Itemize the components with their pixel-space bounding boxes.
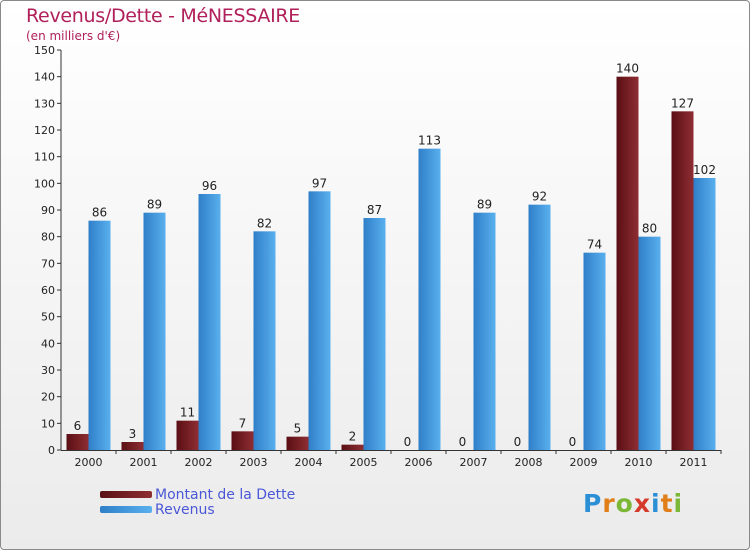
y-tick-label: 0 (48, 444, 55, 457)
bar-revenue (143, 212, 166, 450)
x-tick-label: 2001 (130, 456, 158, 469)
x-tick-label: 2010 (625, 456, 653, 469)
data-label-debt: 0 (404, 435, 412, 449)
legend: Montant de la Dette Revenus (100, 486, 296, 518)
bar-revenue (363, 218, 386, 450)
data-label-debt: 2 (349, 430, 357, 444)
x-tick-label: 2007 (460, 456, 488, 469)
legend-label-revenue: Revenus (155, 501, 215, 518)
y-tick-label: 100 (34, 177, 55, 190)
data-label-debt: 6 (74, 419, 82, 433)
data-label-revenue: 89 (147, 198, 162, 212)
bar-debt (121, 442, 144, 450)
x-tick-label: 2003 (240, 456, 268, 469)
logo-letter: t (660, 489, 674, 518)
bar-revenue (198, 194, 221, 450)
bar-debt (176, 420, 199, 450)
y-tick-label: 110 (34, 151, 55, 164)
data-label-debt: 0 (459, 435, 467, 449)
x-tick-label: 2006 (405, 456, 433, 469)
chart-title: Revenus/Dette - MéNESSAIRE (26, 5, 300, 27)
legend-swatch-debt (100, 491, 152, 498)
proxiti-logo: Proxiti (583, 489, 683, 518)
bar-revenue (418, 148, 441, 450)
data-label-revenue: 86 (92, 206, 107, 220)
x-tick-label: 2005 (350, 456, 378, 469)
y-tick-label: 40 (41, 337, 55, 350)
y-tick-label: 120 (34, 124, 55, 137)
data-label-revenue: 74 (587, 238, 602, 252)
data-label-debt: 3 (129, 427, 137, 441)
y-tick-label: 150 (34, 44, 55, 57)
data-label-revenue: 82 (257, 216, 272, 230)
logo-letter: P (583, 489, 603, 518)
data-label-revenue: 80 (642, 222, 657, 236)
y-tick-label: 80 (41, 231, 55, 244)
legend-item-revenue: Revenus (100, 501, 295, 518)
y-tick-label: 10 (41, 417, 55, 430)
x-tick-label: 2004 (295, 456, 323, 469)
data-label-debt: 5 (294, 422, 302, 436)
data-label-debt: 11 (180, 406, 195, 420)
bar-debt (231, 431, 254, 450)
data-label-revenue: 96 (202, 179, 217, 193)
y-tick-label: 60 (41, 284, 55, 297)
y-tick-label: 130 (34, 97, 55, 110)
bar-revenue (308, 191, 331, 451)
bar-debt (66, 434, 89, 450)
y-tick-label: 50 (41, 311, 55, 324)
logo-letter: o (615, 489, 634, 518)
data-label-debt: 7 (239, 416, 247, 430)
data-label-debt: 0 (569, 435, 577, 449)
x-tick-label: 2011 (680, 456, 708, 469)
chart-subtitle: (en milliers d'€) (26, 29, 121, 43)
x-tick-label: 2002 (185, 456, 213, 469)
bar-debt (341, 444, 364, 450)
bar-revenue (583, 252, 606, 450)
logo-letter: i (651, 489, 661, 518)
logo-letter: x (633, 489, 651, 518)
bar-revenue (473, 212, 496, 450)
y-tick-label: 70 (41, 257, 55, 270)
bar-debt (671, 111, 694, 450)
y-tick-label: 20 (41, 391, 55, 404)
data-label-revenue: 87 (367, 203, 382, 217)
x-tick-label: 2000 (75, 456, 103, 469)
bar-revenue (638, 236, 661, 450)
bar-debt (286, 436, 309, 450)
legend-swatch-revenue (100, 506, 152, 513)
y-tick-label: 90 (41, 204, 55, 217)
data-label-debt: 0 (514, 435, 522, 449)
bar-revenue (253, 231, 276, 450)
data-label-revenue: 89 (477, 198, 492, 212)
bar-revenue (88, 220, 111, 450)
data-label-revenue: 113 (418, 134, 441, 148)
bar-debt (616, 76, 639, 451)
data-label-debt: 140 (616, 62, 639, 76)
x-tick-label: 2008 (515, 456, 543, 469)
logo-letter: i (673, 489, 684, 518)
data-label-revenue: 97 (312, 176, 327, 190)
bar-revenue (528, 204, 551, 450)
data-label-debt: 127 (671, 96, 694, 110)
y-tick-label: 30 (41, 364, 55, 377)
bar-revenue (693, 178, 716, 450)
data-label-revenue: 102 (693, 163, 716, 177)
data-label-revenue: 92 (532, 190, 547, 204)
legend-item-debt: Montant de la Dette (100, 486, 296, 503)
y-tick-label: 140 (34, 71, 55, 84)
x-tick-label: 2009 (570, 456, 598, 469)
legend-label-debt: Montant de la Dette (155, 486, 296, 503)
logo-letter: r (602, 489, 616, 518)
